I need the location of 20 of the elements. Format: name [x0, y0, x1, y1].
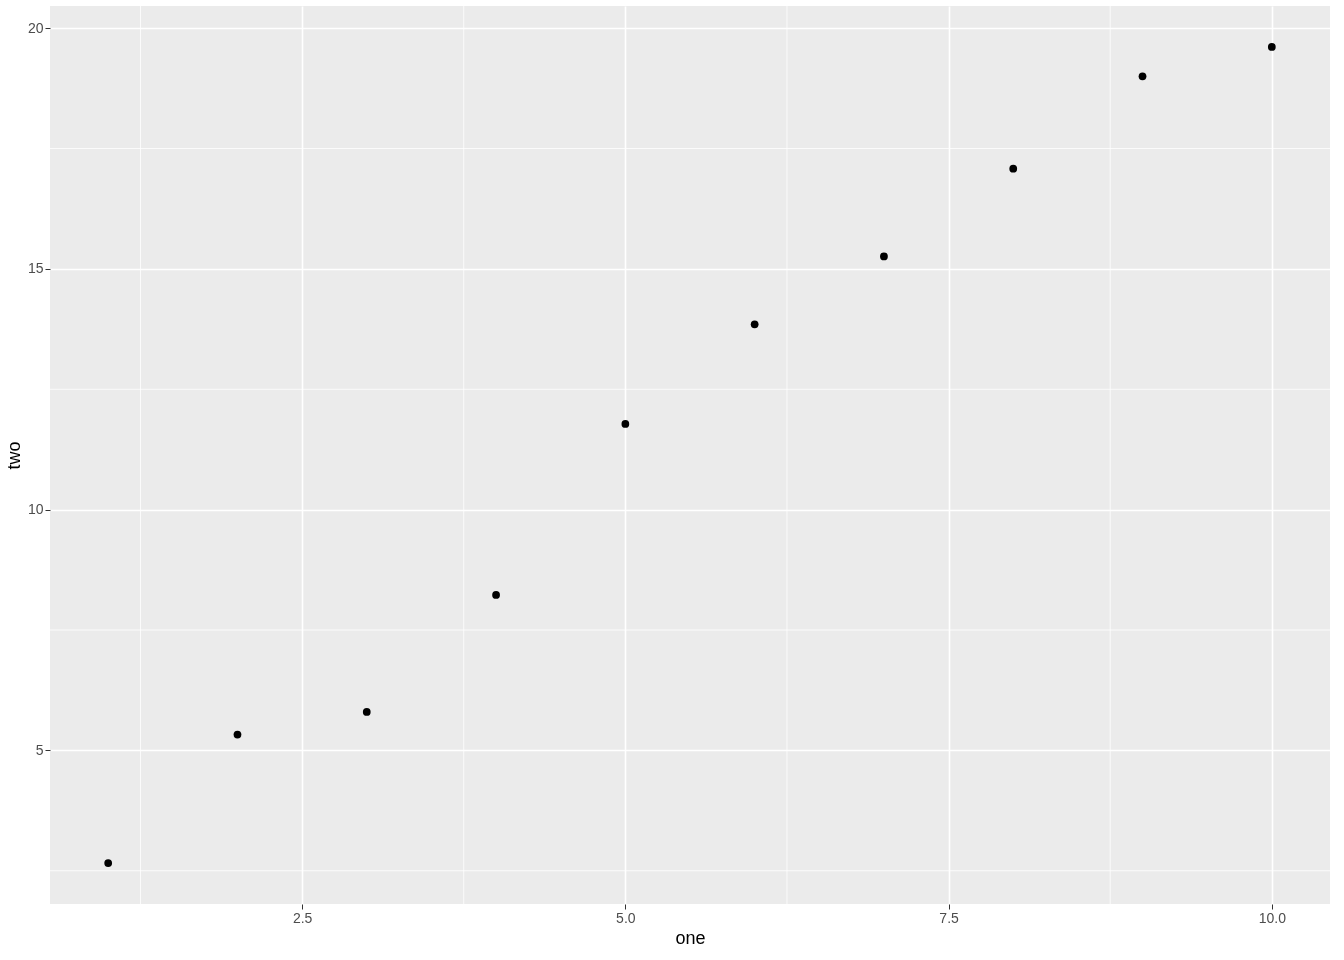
y-tick-label: 15: [27, 260, 44, 277]
point: [880, 252, 888, 261]
x-tick-label: 10.0: [1258, 909, 1287, 926]
point: [1009, 164, 1018, 173]
point: [621, 420, 630, 428]
y-axis-title: two: [3, 441, 24, 470]
y-tick-label: 10: [27, 501, 44, 518]
y-tick-label: 5: [35, 741, 44, 758]
point: [362, 708, 371, 716]
point: [1138, 72, 1147, 81]
x-axis-title: one: [675, 927, 706, 948]
point: [233, 730, 242, 739]
x-tick-label: 2.5: [292, 909, 313, 926]
y-tick-label: 20: [27, 19, 44, 36]
x-tick-label: 5.0: [616, 909, 636, 926]
x-tick-label: 7.5: [939, 909, 960, 926]
point: [750, 320, 759, 329]
point: [1267, 43, 1276, 51]
point: [104, 859, 113, 867]
point: [492, 591, 500, 599]
